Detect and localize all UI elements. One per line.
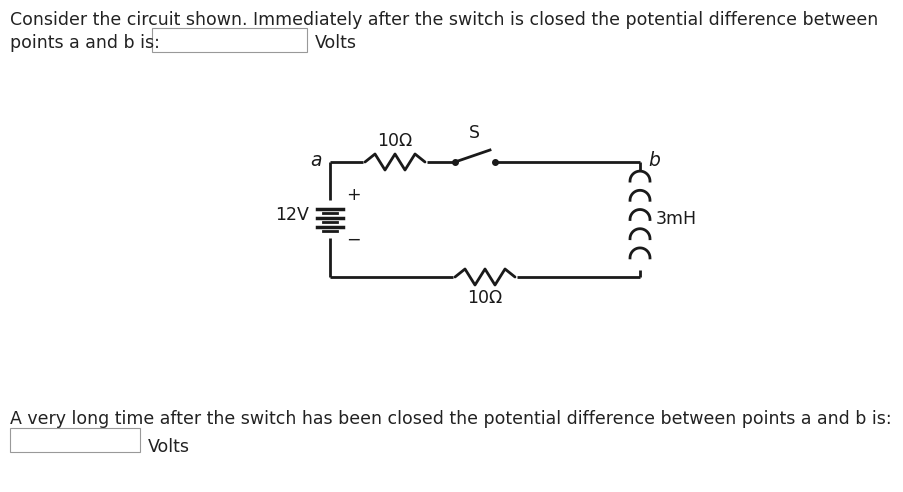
Text: S: S [469, 124, 479, 142]
Text: Volts: Volts [314, 34, 357, 52]
Text: 10Ω: 10Ω [467, 289, 502, 307]
Text: Consider the circuit shown. Immediately after the switch is closed the potential: Consider the circuit shown. Immediately … [10, 11, 878, 29]
Text: −: − [346, 230, 360, 248]
Text: A very long time after the switch has been closed the potential difference betwe: A very long time after the switch has be… [10, 410, 890, 428]
Text: +: + [346, 186, 360, 205]
Text: 12V: 12V [275, 207, 309, 224]
Text: Volts: Volts [148, 438, 190, 456]
Text: a: a [310, 151, 321, 170]
Text: 10Ω: 10Ω [377, 132, 412, 150]
FancyBboxPatch shape [10, 428, 140, 452]
FancyBboxPatch shape [152, 28, 307, 52]
Text: points a and b is:: points a and b is: [10, 34, 160, 52]
Text: b: b [647, 151, 659, 170]
Text: 3mH: 3mH [656, 211, 696, 228]
